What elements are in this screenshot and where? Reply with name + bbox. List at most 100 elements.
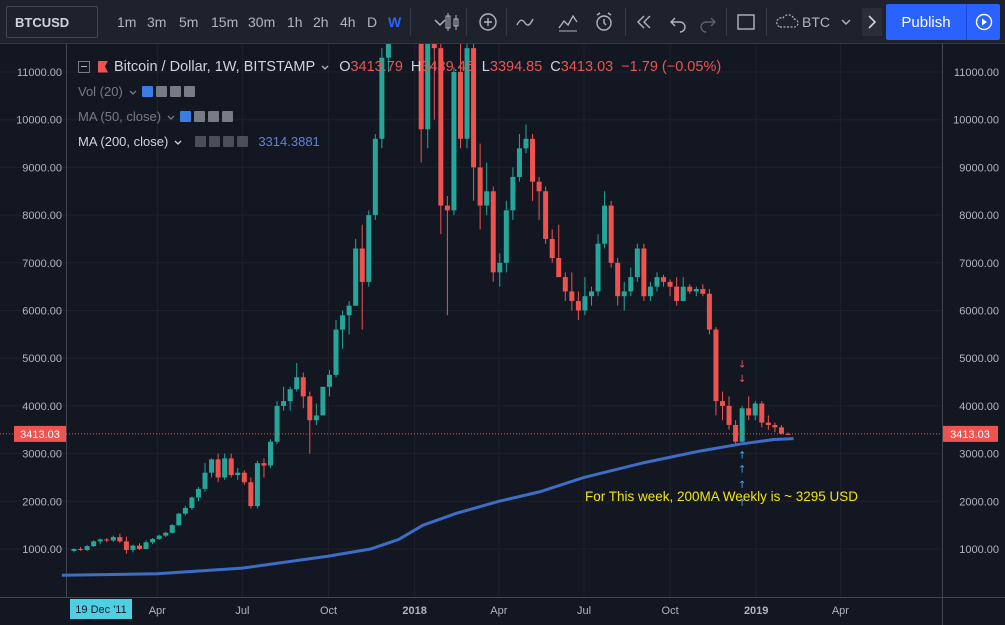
candle-body[interactable] [706, 293, 712, 330]
candle-body[interactable] [536, 181, 542, 192]
candle-body[interactable] [543, 191, 549, 239]
candle-body[interactable] [117, 537, 123, 542]
interval-4h[interactable]: 4h [340, 14, 356, 30]
interval-30m[interactable]: 30m [248, 14, 276, 30]
candle-body[interactable] [746, 408, 752, 416]
candle-body[interactable] [641, 248, 647, 297]
candle-body[interactable] [549, 238, 555, 259]
candle-body[interactable] [569, 291, 575, 301]
chevron-down-icon[interactable] [165, 111, 177, 123]
candle-body[interactable] [313, 415, 319, 421]
replay-icon[interactable] [632, 10, 656, 34]
collapse-legend-button[interactable] [78, 60, 90, 73]
candle-body[interactable] [202, 472, 208, 489]
publish-options-button[interactable] [966, 4, 1000, 40]
candle-body[interactable] [333, 329, 339, 375]
candle-body[interactable] [359, 248, 365, 282]
templates-icon[interactable] [556, 10, 580, 34]
candle-body[interactable] [661, 277, 667, 282]
candle-body[interactable] [510, 176, 516, 211]
cloud-icon[interactable] [774, 10, 800, 34]
candle-body[interactable] [248, 482, 254, 507]
chevron-down-icon[interactable] [319, 61, 331, 73]
candle-body[interactable] [84, 546, 90, 550]
redo-icon[interactable] [696, 10, 720, 34]
candle-body[interactable] [634, 248, 640, 278]
candle-body[interactable] [608, 205, 614, 263]
candle-body[interactable] [713, 329, 719, 402]
candle-body[interactable] [228, 458, 234, 476]
symbol-search[interactable]: BTCUSD [6, 6, 98, 38]
candle-body[interactable] [457, 72, 463, 139]
candle-body[interactable] [582, 296, 588, 311]
interval-5m[interactable]: 5m [179, 14, 199, 30]
candlestick-icon[interactable] [440, 10, 464, 34]
candle-body[interactable] [110, 537, 116, 541]
candle-body[interactable] [156, 535, 162, 539]
candle-body[interactable] [726, 405, 732, 425]
candle-body[interactable] [464, 48, 470, 139]
interval-d[interactable]: D [367, 14, 378, 30]
candle-body[interactable] [615, 262, 621, 297]
candle-body[interactable] [425, 44, 431, 130]
candle-body[interactable] [268, 441, 274, 466]
annotation-text[interactable]: For This week, 200MA Weekly is ~ 3295 US… [585, 489, 858, 504]
candle-body[interactable] [91, 541, 97, 547]
close-icon[interactable] [183, 86, 195, 97]
candle-body[interactable] [700, 289, 706, 294]
candle-body[interactable] [130, 545, 136, 550]
candle-body[interactable] [752, 403, 758, 416]
candle-body[interactable] [490, 191, 496, 273]
candle-body[interactable] [778, 427, 784, 434]
candle-body[interactable] [307, 396, 313, 421]
candle-body[interactable] [150, 538, 156, 543]
chevron-down-icon[interactable] [172, 136, 184, 148]
candle-body[interactable] [621, 291, 627, 297]
candle-body[interactable] [281, 401, 287, 406]
candle-body[interactable] [235, 472, 241, 476]
candle-body[interactable] [261, 463, 267, 466]
candle-body[interactable] [78, 549, 84, 550]
candle-body[interactable] [346, 305, 352, 316]
indicator-name-ma200[interactable]: MA (200, close) [78, 133, 169, 149]
settings-icon[interactable] [155, 86, 167, 97]
candle-body[interactable] [254, 463, 260, 507]
candle-body[interactable] [602, 205, 608, 244]
settings-icon[interactable] [194, 111, 206, 122]
undo-icon[interactable] [666, 10, 690, 34]
candle-body[interactable] [143, 542, 149, 549]
candle-body[interactable] [169, 525, 175, 533]
hide-icon[interactable] [141, 86, 153, 97]
candle-body[interactable] [97, 539, 103, 542]
chevron-down-icon[interactable] [834, 10, 858, 34]
candle-body[interactable] [418, 44, 424, 130]
candle-body[interactable] [654, 277, 660, 287]
candle-body[interactable] [497, 262, 503, 273]
candle-body[interactable] [71, 549, 77, 551]
chevron-down-icon[interactable] [127, 86, 139, 98]
candle-body[interactable] [595, 243, 601, 292]
candle-body[interactable] [353, 248, 359, 306]
candle-body[interactable] [189, 497, 195, 508]
candle-body[interactable] [516, 148, 522, 177]
publish-button[interactable]: Publish [886, 4, 966, 40]
candle-body[interactable] [719, 401, 725, 406]
candle-body[interactable] [294, 377, 300, 390]
candle-body[interactable] [674, 286, 680, 301]
ma200-line[interactable] [61, 437, 794, 577]
add-icon[interactable] [208, 111, 220, 122]
candle-body[interactable] [647, 286, 653, 297]
candle-body[interactable] [137, 545, 143, 549]
close-icon[interactable] [222, 111, 234, 122]
candle-body[interactable] [320, 386, 326, 416]
candle-body[interactable] [759, 403, 765, 423]
more-button[interactable] [862, 8, 882, 36]
candle-body[interactable] [765, 422, 771, 425]
candle-body[interactable] [431, 44, 437, 49]
candle-body[interactable] [693, 289, 699, 292]
candle-body[interactable] [484, 191, 490, 206]
hide-icon[interactable] [195, 136, 207, 147]
price-chart[interactable]: ↓↓↑↑↑↑For This week, 200MA Weekly is ~ 3… [0, 44, 1005, 625]
candle-body[interactable] [588, 291, 594, 297]
alert-icon[interactable] [592, 10, 616, 34]
